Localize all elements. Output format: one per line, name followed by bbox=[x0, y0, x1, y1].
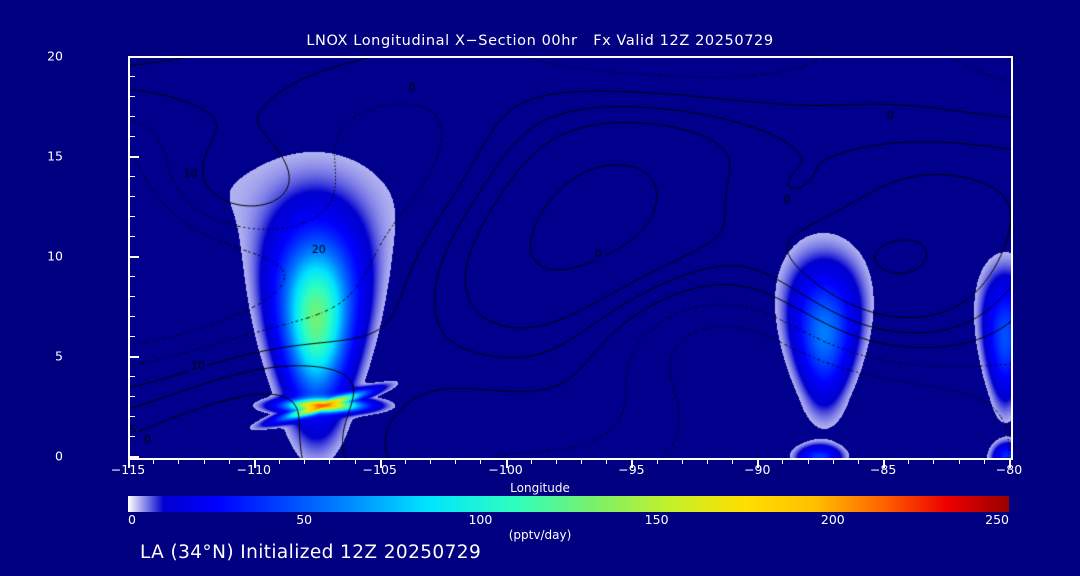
x-tick-major bbox=[379, 458, 382, 468]
colorbar-tick-label: 150 bbox=[644, 512, 669, 527]
y-tick-minor bbox=[130, 416, 135, 417]
x-tick-major bbox=[253, 458, 256, 468]
x-tick-minor bbox=[178, 458, 180, 464]
x-tick-minor bbox=[354, 458, 356, 464]
colorbar-tick-label: 0 bbox=[128, 512, 136, 527]
x-tick-label: −110 bbox=[236, 462, 272, 477]
y-tick-minor bbox=[130, 136, 135, 137]
y-tick-minor bbox=[130, 236, 135, 237]
x-tick-minor bbox=[656, 458, 658, 464]
x-tick-label: −115 bbox=[110, 462, 146, 477]
x-tick-minor bbox=[681, 458, 683, 464]
contour-overlay bbox=[130, 58, 1011, 458]
y-tick-minor bbox=[130, 396, 135, 397]
x-tick-minor bbox=[304, 458, 306, 464]
x-tick-minor bbox=[228, 458, 230, 464]
y-tick-minor bbox=[130, 216, 135, 217]
y-tick-label: 20 bbox=[47, 48, 63, 64]
y-tick-minor bbox=[130, 376, 135, 377]
y-tick-minor bbox=[130, 96, 135, 97]
y-tick-major bbox=[130, 356, 139, 358]
x-tick-minor bbox=[807, 458, 809, 464]
colorbar-tick-label: 100 bbox=[468, 512, 493, 527]
x-tick-minor bbox=[153, 458, 155, 464]
x-tick-minor bbox=[555, 458, 557, 464]
x-tick-major bbox=[505, 458, 508, 468]
plot-area bbox=[128, 56, 1013, 460]
x-tick-label: −95 bbox=[618, 462, 645, 477]
x-axis-title: Longitude bbox=[510, 481, 570, 495]
y-tick-label: 10 bbox=[47, 248, 63, 264]
colorbar-tick-label: 50 bbox=[296, 512, 313, 527]
x-tick-minor bbox=[279, 458, 281, 464]
x-tick-label: −80 bbox=[995, 462, 1023, 477]
y-tick-minor bbox=[130, 196, 135, 197]
x-tick-major bbox=[631, 458, 634, 468]
x-tick-minor bbox=[832, 458, 834, 464]
x-tick-minor bbox=[782, 458, 784, 464]
x-tick-minor bbox=[983, 458, 985, 464]
x-tick-label: −105 bbox=[362, 462, 397, 477]
x-tick-minor bbox=[606, 458, 608, 464]
y-tick-minor bbox=[130, 176, 135, 177]
colorbar-units: (pptv/day) bbox=[508, 528, 572, 542]
y-tick-minor bbox=[130, 276, 135, 277]
colorbar-tick-label: 250 bbox=[985, 512, 1009, 527]
y-tick-minor bbox=[130, 296, 135, 297]
y-tick-major bbox=[130, 256, 139, 258]
x-tick-label: −100 bbox=[488, 462, 523, 477]
x-tick-label: −90 bbox=[744, 462, 771, 477]
colorbar-gradient bbox=[128, 496, 1009, 512]
figure-caption: LA (34°N) Initialized 12Z 20250729 bbox=[140, 542, 482, 563]
x-tick-minor bbox=[455, 458, 457, 464]
x-tick-label: −85 bbox=[869, 462, 897, 477]
x-tick-minor bbox=[581, 458, 583, 464]
x-tick-major bbox=[883, 458, 886, 468]
x-tick-minor bbox=[480, 458, 482, 464]
x-tick-minor bbox=[706, 458, 708, 464]
y-tick-minor bbox=[130, 316, 135, 317]
y-tick-major bbox=[130, 56, 139, 58]
x-tick-minor bbox=[908, 458, 910, 464]
y-tick-major bbox=[130, 456, 139, 458]
x-tick-minor bbox=[857, 458, 859, 464]
y-tick-minor bbox=[130, 436, 135, 437]
colorbar-tick-label: 200 bbox=[820, 512, 845, 527]
x-tick-minor bbox=[530, 458, 532, 464]
x-tick-minor bbox=[203, 458, 205, 464]
y-tick-minor bbox=[130, 336, 135, 337]
y-tick-label: 0 bbox=[55, 448, 63, 464]
y-tick-major bbox=[130, 156, 139, 158]
y-tick-label: 5 bbox=[55, 348, 63, 364]
y-tick-minor bbox=[130, 76, 135, 77]
x-tick-minor bbox=[329, 458, 331, 464]
y-tick-minor bbox=[130, 116, 135, 117]
x-tick-minor bbox=[933, 458, 935, 464]
x-tick-minor bbox=[732, 458, 734, 464]
x-tick-minor bbox=[404, 458, 406, 464]
x-tick-major bbox=[757, 458, 760, 468]
x-tick-major bbox=[128, 458, 130, 468]
x-tick-minor bbox=[958, 458, 960, 464]
x-tick-minor bbox=[430, 458, 432, 464]
y-tick-label: 15 bbox=[47, 148, 63, 164]
chart-title: LNOX Longitudinal X−Section 00hr Fx Vali… bbox=[306, 33, 774, 49]
colorbar bbox=[128, 496, 1009, 512]
x-tick-major bbox=[1009, 458, 1011, 468]
